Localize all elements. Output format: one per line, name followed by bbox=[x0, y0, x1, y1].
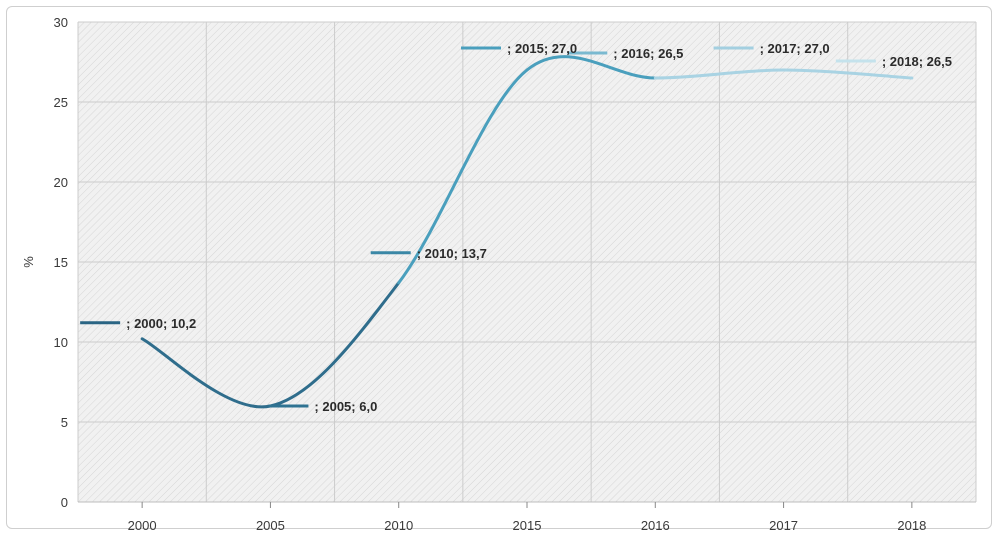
y-tick-label: 25 bbox=[54, 95, 68, 110]
x-tick-label: 2005 bbox=[256, 518, 285, 533]
y-tick-label: 30 bbox=[54, 15, 68, 30]
data-labels: ; 2000; 10,2 ; 2005; 6,0 ; 2010; 13,7 ; 201… bbox=[126, 41, 952, 414]
data-label: ; 2017; 27,0 bbox=[760, 41, 830, 56]
y-tick-label: 10 bbox=[54, 335, 68, 350]
x-tick-label: 2016 bbox=[641, 518, 670, 533]
series-line-segment bbox=[782, 68, 914, 80]
data-label: ; 2018; 26,5 bbox=[882, 54, 952, 69]
x-tick-label: 2000 bbox=[128, 518, 157, 533]
series-line-segment bbox=[397, 68, 529, 285]
data-label: ; 2000; 10,2 bbox=[126, 316, 196, 331]
data-markers bbox=[80, 46, 876, 408]
y-tick-label: 0 bbox=[61, 495, 68, 510]
y-axis: 0 5 10 15 20 25 30 bbox=[54, 15, 68, 510]
x-tick-label: 2018 bbox=[897, 518, 926, 533]
y-tick-label: 5 bbox=[61, 415, 68, 430]
y-tick-label: 15 bbox=[54, 255, 68, 270]
data-label: ; 2016; 26,5 bbox=[613, 46, 683, 61]
y-axis-label: % bbox=[21, 256, 36, 268]
series-line bbox=[140, 55, 914, 409]
series-line-segment bbox=[525, 55, 657, 80]
data-label: ; 2010; 13,7 bbox=[417, 246, 487, 261]
series-line-segment bbox=[653, 68, 786, 80]
x-tick-label: 2010 bbox=[384, 518, 413, 533]
y-tick-label: 20 bbox=[54, 175, 68, 190]
series-line-segment bbox=[140, 337, 272, 409]
series-line-segment bbox=[268, 281, 401, 408]
x-tick-label: 2017 bbox=[769, 518, 798, 533]
data-label: ; 2005; 6,0 bbox=[314, 399, 377, 414]
data-label: ; 2015; 27,0 bbox=[507, 41, 577, 56]
x-axis: 2000 2005 2010 2015 2016 2017 2018 bbox=[128, 502, 926, 533]
x-tick-label: 2015 bbox=[513, 518, 542, 533]
